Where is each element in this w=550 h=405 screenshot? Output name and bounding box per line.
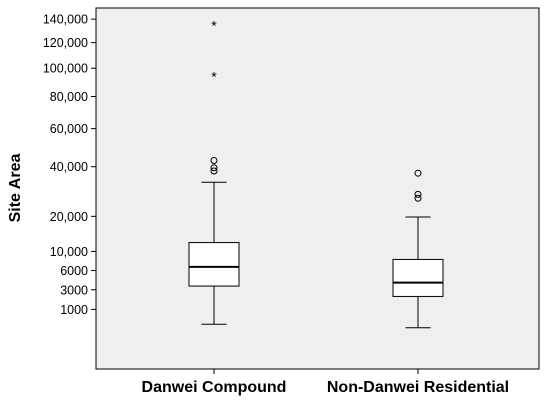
y-tick-label: 10,000 [50, 245, 88, 259]
y-tick-label: 20,000 [50, 210, 88, 224]
y-axis-title: Site Area [7, 154, 24, 223]
y-tick-label: 60,000 [50, 122, 88, 136]
y-tick-label: 6000 [60, 264, 88, 278]
y-tick-label: 120,000 [43, 36, 88, 50]
iqr-box [392, 258, 444, 297]
y-tick-label: 3000 [60, 283, 88, 297]
y-tick-label: 100,000 [43, 62, 88, 76]
x-axis: Danwei Compound Non-Danwei Residential [142, 369, 509, 396]
outlier-point [210, 156, 218, 164]
y-tick-label: 140,000 [43, 13, 88, 27]
extreme-point: * [211, 69, 217, 85]
outlier-point [210, 164, 218, 172]
y-tick-label: 80,000 [50, 90, 88, 104]
outlier-point [414, 169, 422, 177]
outlier-point [414, 194, 422, 202]
box-group: ** [188, 17, 240, 325]
box-group [392, 169, 444, 329]
y-axis: 1000 3000 6000 10,000 20,000 40,000 60,000 80,0… [43, 13, 96, 317]
boxes-layer: ** [188, 17, 444, 329]
outlier-point [210, 167, 218, 175]
plot-area [95, 7, 540, 370]
outlier-point [414, 190, 422, 198]
iqr-box [188, 242, 240, 287]
extreme-point: * [211, 17, 217, 33]
x-category-label: Danwei Compound [142, 379, 287, 396]
y-tick-label: 1000 [60, 303, 88, 317]
y-tick-label: 40,000 [50, 160, 88, 174]
x-category-label: Non-Danwei Residential [327, 379, 509, 396]
